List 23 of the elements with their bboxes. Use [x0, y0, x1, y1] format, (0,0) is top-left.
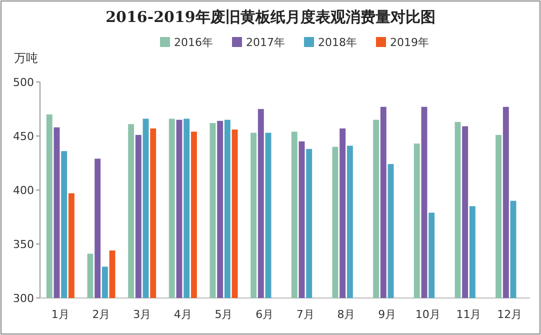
x-tick-label: 10月 [415, 308, 440, 321]
legend-label: 2017年 [246, 36, 285, 49]
legend-label: 2016年 [174, 36, 213, 49]
x-tick-label: 4月 [174, 308, 192, 321]
x-tick-label: 6月 [256, 308, 274, 321]
chart-title: 2016-2019年废旧黄板纸月度表观消费量对比图 [106, 8, 436, 26]
legend-label: 2018年 [318, 36, 357, 49]
x-tick-label: 1月 [51, 308, 70, 321]
x-tick-label: 9月 [378, 308, 396, 321]
legend-label: 2019年 [390, 36, 429, 49]
x-tick-label: 8月 [337, 308, 356, 321]
x-tick-label: 12月 [497, 308, 522, 321]
y-tick-label: 450 [13, 130, 34, 143]
x-tick-label: 11月 [456, 308, 482, 321]
y-axis-title: 万吨 [14, 51, 38, 65]
y-tick-label: 350 [13, 238, 34, 251]
x-tick-label: 5月 [214, 308, 233, 321]
y-tick-label: 500 [13, 76, 34, 89]
x-tick-label: 7月 [296, 308, 314, 321]
y-tick-label: 300 [13, 292, 34, 305]
y-tick-label: 400 [13, 184, 34, 197]
x-tick-label: 3月 [133, 308, 152, 321]
x-tick-label: 2月 [92, 308, 110, 321]
